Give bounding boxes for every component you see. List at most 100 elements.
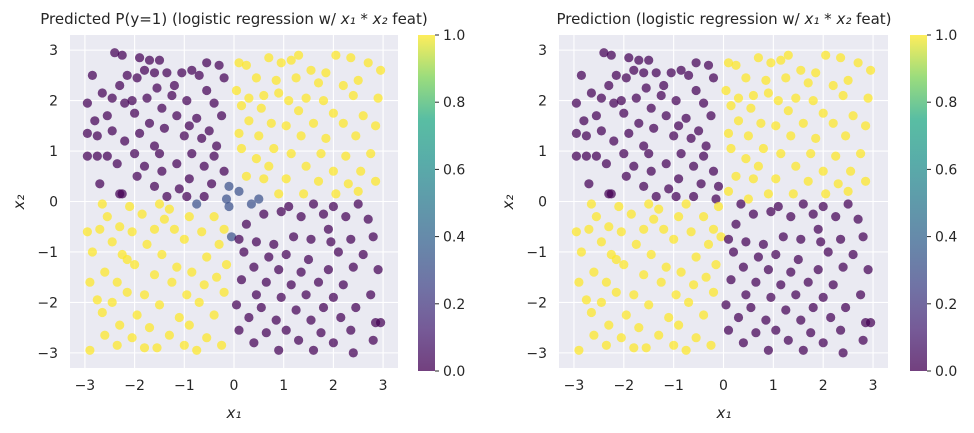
x-tick-label: 3 xyxy=(379,378,388,394)
data-point xyxy=(371,176,381,186)
data-point xyxy=(649,123,659,133)
data-point xyxy=(751,328,761,338)
data-point xyxy=(741,290,751,300)
data-point xyxy=(723,325,734,335)
points-right xyxy=(571,48,876,358)
data-point xyxy=(846,166,856,176)
data-point xyxy=(142,93,152,103)
data-point xyxy=(856,149,866,159)
data-point xyxy=(264,161,274,171)
data-point xyxy=(664,184,674,194)
points-left xyxy=(82,48,386,358)
data-point xyxy=(234,128,244,138)
data-point xyxy=(721,300,731,310)
data-point xyxy=(713,181,724,191)
data-point xyxy=(639,68,649,78)
colorbar-left xyxy=(418,35,435,371)
data-point xyxy=(353,199,363,209)
data-point xyxy=(771,174,781,184)
data-point xyxy=(676,267,686,277)
data-point xyxy=(152,343,162,353)
data-point xyxy=(87,70,97,80)
data-point xyxy=(296,131,306,141)
data-point xyxy=(776,55,786,65)
data-point xyxy=(234,234,244,244)
data-point xyxy=(274,345,284,355)
data-point xyxy=(202,85,212,96)
data-point xyxy=(796,65,806,75)
data-point xyxy=(708,166,719,176)
data-point xyxy=(192,199,202,209)
data-point xyxy=(731,171,741,181)
data-point xyxy=(584,179,594,189)
data-point xyxy=(281,249,291,260)
data-point xyxy=(681,199,691,209)
data-point xyxy=(313,78,324,88)
data-point xyxy=(644,149,654,159)
data-point xyxy=(708,73,719,83)
data-point xyxy=(239,247,249,257)
data-point xyxy=(326,237,336,247)
data-point xyxy=(589,267,599,277)
data-point xyxy=(254,131,264,141)
data-point xyxy=(172,111,182,121)
data-point xyxy=(674,121,684,131)
y-axis-label-right: x₂ xyxy=(499,195,517,211)
data-point xyxy=(202,58,212,68)
data-point xyxy=(164,330,174,340)
data-point xyxy=(818,108,828,118)
data-point xyxy=(614,201,624,212)
colorbar-tick-label: 0.0 xyxy=(935,364,957,380)
data-point xyxy=(776,149,786,159)
data-point xyxy=(748,209,759,219)
data-point xyxy=(786,131,796,141)
data-point xyxy=(741,154,751,164)
data-point xyxy=(177,68,187,78)
data-point xyxy=(271,315,281,325)
data-point xyxy=(157,249,167,260)
data-point xyxy=(831,212,841,222)
data-point xyxy=(634,55,644,65)
data-point xyxy=(132,310,142,320)
data-point xyxy=(624,128,634,138)
data-point xyxy=(866,65,876,75)
data-point xyxy=(601,159,612,169)
y-tick-label: −1 xyxy=(37,245,58,261)
data-point xyxy=(631,239,641,249)
x-tick-label: 1 xyxy=(769,378,778,394)
data-point xyxy=(828,280,838,290)
data-point xyxy=(194,297,204,307)
data-point xyxy=(586,199,597,209)
data-point xyxy=(808,209,818,219)
data-point xyxy=(611,254,621,265)
data-point xyxy=(341,151,351,161)
data-point xyxy=(358,249,368,260)
data-point xyxy=(758,143,769,154)
data-point xyxy=(366,290,376,300)
data-point xyxy=(135,128,145,138)
data-point xyxy=(139,65,150,75)
data-point xyxy=(629,343,639,353)
data-point xyxy=(120,98,130,108)
data-point xyxy=(130,260,140,270)
data-point xyxy=(616,227,626,237)
data-point xyxy=(671,290,681,300)
x-axis-label-right: x₁ xyxy=(716,404,732,422)
data-point xyxy=(221,260,232,270)
data-point xyxy=(646,103,656,113)
data-point xyxy=(863,265,873,275)
data-point xyxy=(144,55,155,65)
data-point xyxy=(102,151,112,161)
data-point xyxy=(674,212,684,222)
data-point xyxy=(738,262,749,272)
data-point xyxy=(115,80,125,91)
y-tick-label: −3 xyxy=(526,346,547,362)
data-point xyxy=(321,133,331,143)
data-point xyxy=(184,320,194,330)
chart-left: −3 −2 −1 0 1 2 3 −3 −2 −1 0 1 2 3 Predicted P(y=1) (… xyxy=(10,10,465,422)
data-point xyxy=(639,224,649,234)
data-point xyxy=(763,345,774,355)
data-point xyxy=(621,310,631,320)
data-point xyxy=(368,232,378,242)
data-point xyxy=(629,65,639,75)
